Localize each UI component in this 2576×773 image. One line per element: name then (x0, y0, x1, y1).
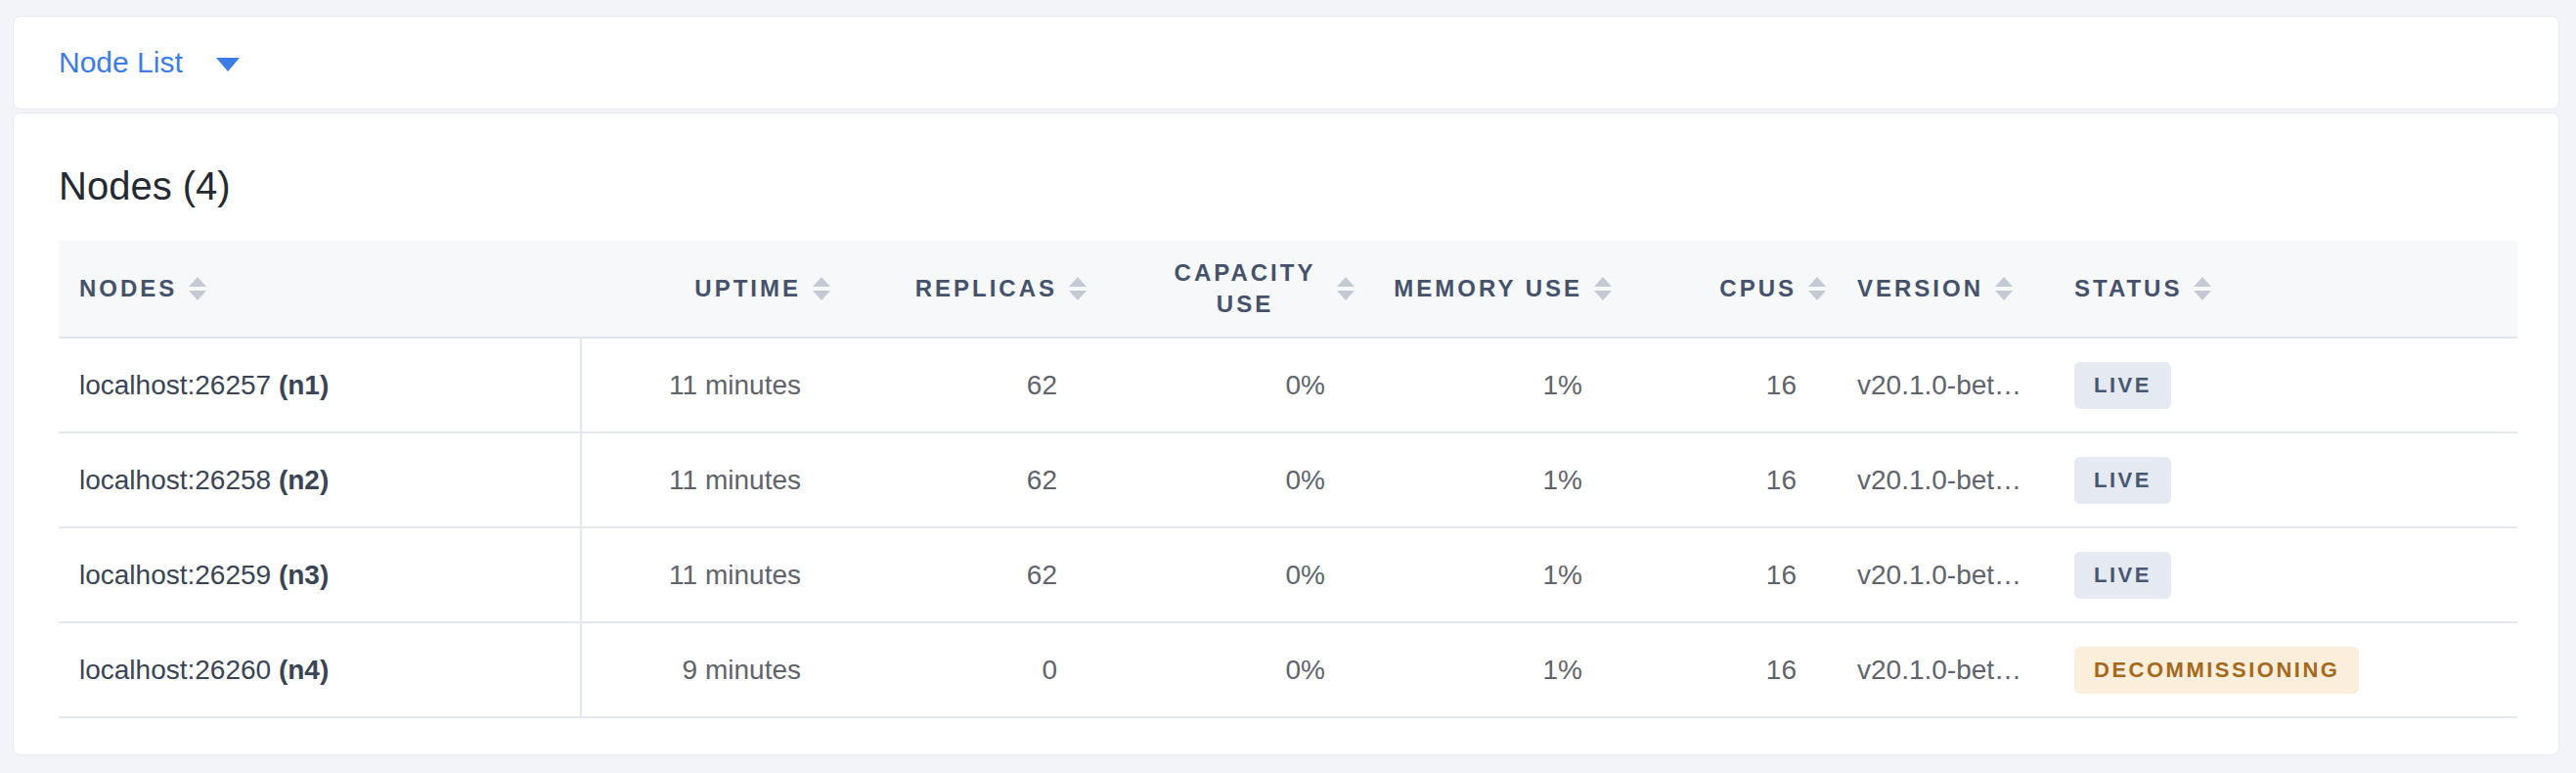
sort-icon[interactable] (1069, 277, 1087, 300)
capacity-use-cell: 0% (1087, 528, 1355, 623)
nodes-section-title: Nodes (4) (59, 162, 2515, 209)
nodes-card: Nodes (4) NODES UPTIME REPLICAS (13, 113, 2559, 755)
cpus-cell: 16 (1612, 528, 1826, 623)
sort-icon[interactable] (189, 277, 206, 300)
status-cell: LIVE (2074, 528, 2517, 623)
node-id: (n3) (279, 560, 329, 590)
status-badge: LIVE (2074, 362, 2171, 409)
node-id: (n2) (279, 465, 329, 495)
node-address: localhost:26258 (79, 465, 271, 495)
node-address: localhost:26260 (79, 655, 271, 685)
sort-icon[interactable] (1337, 277, 1355, 300)
uptime-cell: 11 minutes (580, 339, 830, 433)
column-label: REPLICAS (915, 275, 1057, 302)
status-badge: LIVE (2074, 457, 2171, 504)
sort-icon[interactable] (1995, 277, 2013, 300)
column-label: UPTIME (694, 275, 801, 302)
replicas-cell: 0 (830, 623, 1087, 718)
capacity-use-cell: 0% (1087, 433, 1355, 528)
node-row: localhost:26259 (n3) 11 minutes 62 0% 1%… (59, 528, 2517, 623)
column-header-status[interactable]: STATUS (2074, 241, 2517, 339)
status-badge: LIVE (2074, 552, 2171, 599)
view-mode-dropdown[interactable]: Node List (59, 48, 240, 77)
memory-use-cell: 1% (1355, 623, 1612, 718)
node-list-table: NODES UPTIME REPLICAS CAPACITY USE MEMOR… (59, 241, 2517, 718)
uptime-cell: 11 minutes (580, 528, 830, 623)
status-badge: DECOMMISSIONING (2074, 647, 2359, 694)
node-address: localhost:26259 (79, 560, 271, 590)
column-label: VERSION (1857, 275, 1983, 302)
node-address-cell: localhost:26257 (n1) (59, 339, 580, 433)
node-address-cell: localhost:26260 (n4) (59, 623, 580, 718)
column-header-replicas[interactable]: REPLICAS (830, 241, 1087, 339)
replicas-cell: 62 (830, 433, 1087, 528)
version-cell: v20.1.0-bet… (1826, 339, 2074, 433)
chevron-down-icon (216, 58, 240, 71)
column-header-nodes[interactable]: NODES (59, 241, 580, 339)
column-header-version[interactable]: VERSION (1826, 241, 2074, 339)
memory-use-cell: 1% (1355, 433, 1612, 528)
column-label: NODES (79, 275, 177, 302)
cpus-cell: 16 (1612, 339, 1826, 433)
sort-icon[interactable] (2194, 277, 2211, 300)
node-address-cell: localhost:26259 (n3) (59, 528, 580, 623)
version-cell: v20.1.0-bet… (1826, 528, 2074, 623)
view-selector-card: Node List (13, 16, 2559, 110)
status-cell: LIVE (2074, 433, 2517, 528)
view-mode-label: Node List (59, 48, 183, 77)
version-cell: v20.1.0-bet… (1826, 623, 2074, 718)
replicas-cell: 62 (830, 528, 1087, 623)
column-label: STATUS (2074, 275, 2182, 302)
memory-use-cell: 1% (1355, 528, 1612, 623)
node-id: (n4) (279, 655, 329, 685)
version-cell: v20.1.0-bet… (1826, 433, 2074, 528)
replicas-cell: 62 (830, 339, 1087, 433)
memory-use-cell: 1% (1355, 339, 1612, 433)
column-header-cpus[interactable]: CPUS (1612, 241, 1826, 339)
node-address-cell: localhost:26258 (n2) (59, 433, 580, 528)
sort-icon[interactable] (1808, 277, 1826, 300)
status-cell: DECOMMISSIONING (2074, 623, 2517, 718)
table-header-row: NODES UPTIME REPLICAS CAPACITY USE MEMOR… (59, 241, 2517, 339)
capacity-use-cell: 0% (1087, 623, 1355, 718)
column-label: CPUS (1719, 275, 1797, 302)
node-row: localhost:26260 (n4) 9 minutes 0 0% 1% 1… (59, 623, 2517, 718)
cpus-cell: 16 (1612, 623, 1826, 718)
node-address: localhost:26257 (79, 370, 271, 400)
node-id: (n1) (279, 370, 329, 400)
column-label: MEMORY USE (1394, 275, 1582, 302)
column-header-capacity-use[interactable]: CAPACITY USE (1087, 241, 1355, 339)
cpus-cell: 16 (1612, 433, 1826, 528)
uptime-cell: 9 minutes (580, 623, 830, 718)
node-row: localhost:26257 (n1) 11 minutes 62 0% 1%… (59, 339, 2517, 433)
capacity-use-cell: 0% (1087, 339, 1355, 433)
column-header-memory-use[interactable]: MEMORY USE (1355, 241, 1612, 339)
status-cell: LIVE (2074, 339, 2517, 433)
node-row: localhost:26258 (n2) 11 minutes 62 0% 1%… (59, 433, 2517, 528)
column-header-uptime[interactable]: UPTIME (580, 241, 830, 339)
sort-icon[interactable] (813, 277, 830, 300)
column-label: CAPACITY USE (1165, 257, 1325, 321)
sort-icon[interactable] (1594, 277, 1612, 300)
uptime-cell: 11 minutes (580, 433, 830, 528)
